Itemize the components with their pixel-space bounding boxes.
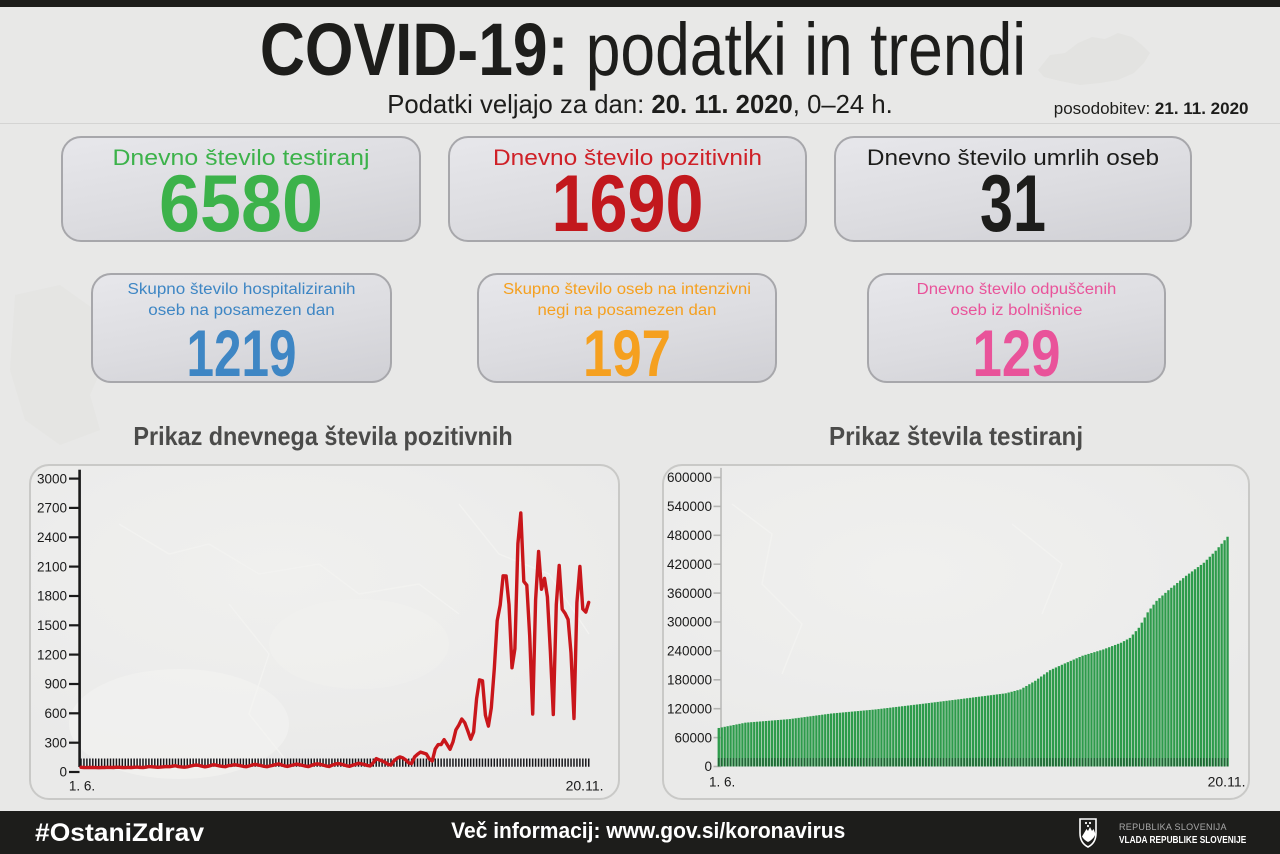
svg-text:180000: 180000	[667, 673, 712, 688]
svg-text:2100: 2100	[36, 559, 66, 574]
svg-text:300: 300	[44, 735, 67, 750]
svg-text:2700: 2700	[36, 501, 66, 516]
svg-text:360000: 360000	[667, 586, 712, 601]
svg-text:600000: 600000	[667, 470, 712, 485]
svg-text:0: 0	[704, 759, 712, 774]
svg-text:540000: 540000	[667, 499, 712, 514]
svg-text:3000: 3000	[36, 471, 66, 486]
svg-text:240000: 240000	[667, 644, 712, 659]
svg-text:300000: 300000	[667, 615, 712, 630]
svg-text:1200: 1200	[36, 647, 66, 662]
svg-text:0: 0	[59, 765, 67, 780]
svg-text:600: 600	[44, 706, 67, 721]
svg-text:120000: 120000	[667, 701, 712, 716]
svg-text:20.11.: 20.11.	[1208, 774, 1246, 790]
svg-text:2400: 2400	[36, 530, 66, 545]
svg-text:1800: 1800	[36, 589, 66, 604]
svg-text:1. 6.: 1. 6.	[709, 775, 735, 790]
svg-text:420000: 420000	[667, 557, 712, 572]
svg-text:60000: 60000	[674, 730, 712, 745]
svg-text:1500: 1500	[36, 618, 66, 633]
svg-text:VLADA REPUBLIKE SLOVENIJE: VLADA REPUBLIKE SLOVENIJE	[1119, 834, 1246, 846]
svg-text:REPUBLIKA SLOVENIJA: REPUBLIKA SLOVENIJA	[1119, 822, 1227, 832]
svg-text:20.11.: 20.11.	[565, 778, 603, 794]
svg-text:900: 900	[44, 677, 67, 692]
svg-text:480000: 480000	[667, 528, 712, 543]
svg-text:1. 6.: 1. 6.	[68, 779, 94, 794]
